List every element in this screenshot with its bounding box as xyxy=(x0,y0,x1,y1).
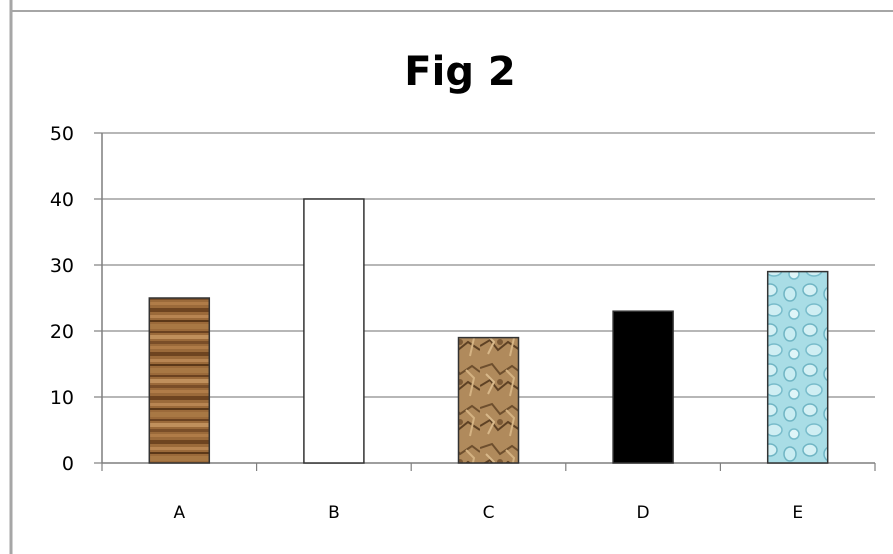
chart-title: Fig 2 xyxy=(404,49,515,95)
bar-b xyxy=(303,198,365,464)
x-category-label: D xyxy=(637,503,650,523)
bars xyxy=(148,198,829,464)
y-tick-label: 20 xyxy=(50,321,74,343)
bar-e xyxy=(766,270,829,464)
bar-a xyxy=(148,297,211,464)
bar-d xyxy=(612,310,674,464)
bar-c xyxy=(457,336,520,464)
y-tick-label: 0 xyxy=(62,453,74,475)
x-category-label: A xyxy=(173,503,185,523)
x-axis-category-labels: A B C D E xyxy=(173,503,803,523)
y-tick-label: 30 xyxy=(50,255,74,277)
y-tick-label: 10 xyxy=(50,387,74,409)
x-category-label: B xyxy=(328,503,340,523)
y-axis-tick-labels: 0 10 20 30 40 50 xyxy=(50,123,74,475)
x-category-label: C xyxy=(483,503,495,523)
y-tick-label: 40 xyxy=(50,189,74,211)
y-tick-label: 50 xyxy=(50,123,74,145)
x-category-label: E xyxy=(792,503,803,523)
